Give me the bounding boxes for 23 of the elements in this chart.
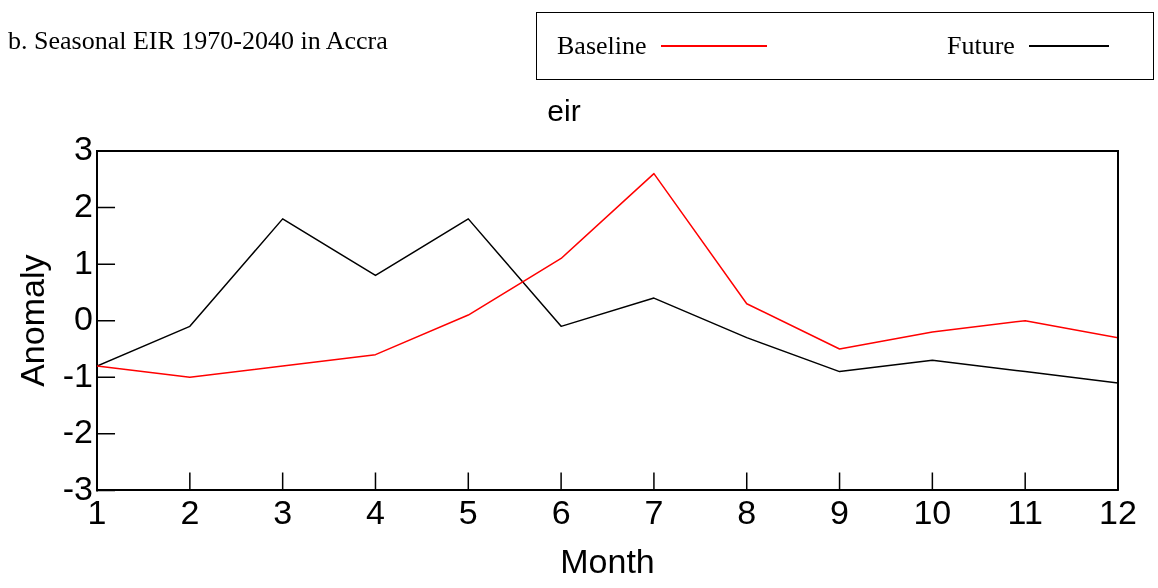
x-tick-label: 8 bbox=[737, 493, 757, 532]
y-tick-label: 3 bbox=[74, 129, 94, 168]
x-tick-label: 4 bbox=[366, 493, 385, 532]
y-tick-label: 2 bbox=[74, 185, 94, 224]
legend-label: Baseline bbox=[557, 31, 647, 61]
x-tick-label: 12 bbox=[1099, 493, 1137, 532]
x-tick-label: 10 bbox=[913, 493, 952, 532]
chart-subtitle: eir bbox=[547, 94, 581, 128]
y-axis-title: Anomaly bbox=[12, 254, 51, 387]
y-tick-label: -1 bbox=[62, 355, 94, 394]
y-tick-label: 0 bbox=[74, 299, 94, 338]
y-tick-label: 1 bbox=[74, 242, 94, 281]
x-tick-label: 5 bbox=[458, 493, 478, 532]
y-tick-label: -2 bbox=[62, 412, 94, 451]
x-tick-label: 3 bbox=[273, 493, 293, 532]
x-axis-title: Month bbox=[560, 541, 655, 580]
legend-label: Future bbox=[947, 31, 1015, 61]
x-tick-label: 9 bbox=[830, 493, 850, 532]
x-tick-label: 7 bbox=[644, 493, 664, 532]
chart-title: b. Seasonal EIR 1970-2040 in Accra bbox=[8, 26, 388, 56]
x-tick-label: 6 bbox=[551, 493, 571, 532]
x-tick-label: 2 bbox=[180, 493, 200, 532]
x-tick-label: 11 bbox=[1007, 493, 1043, 532]
